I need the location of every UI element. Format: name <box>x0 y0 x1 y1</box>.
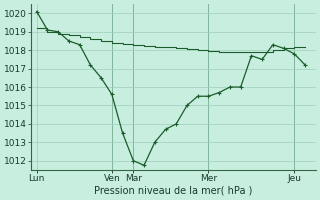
X-axis label: Pression niveau de la mer( hPa ): Pression niveau de la mer( hPa ) <box>94 186 253 196</box>
